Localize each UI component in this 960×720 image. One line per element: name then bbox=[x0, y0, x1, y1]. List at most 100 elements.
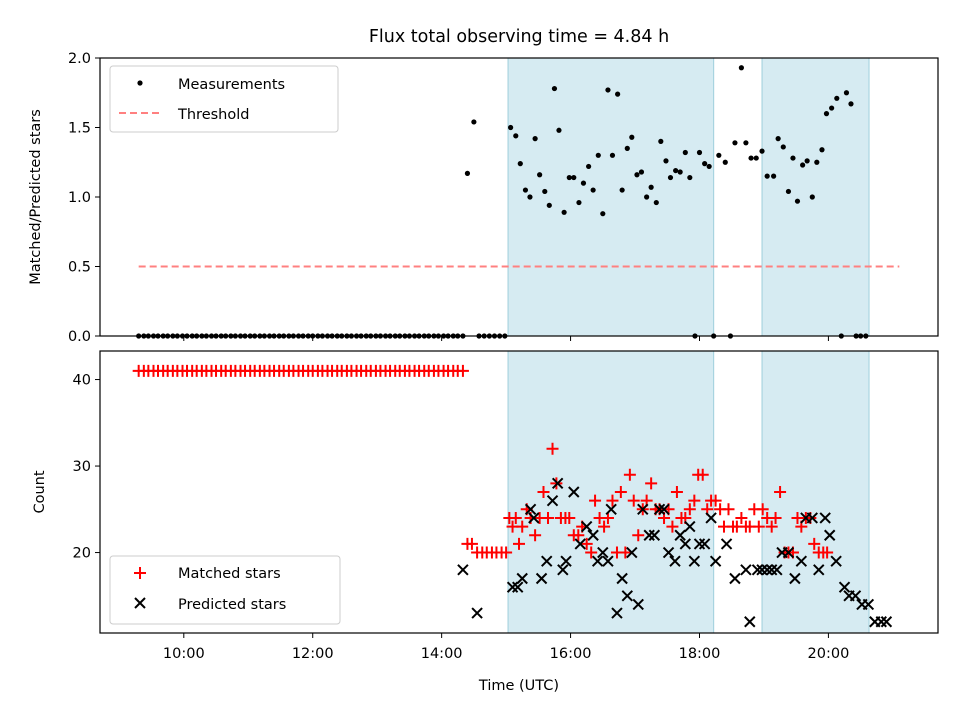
measurements-point bbox=[753, 155, 759, 161]
measurements-point bbox=[634, 172, 640, 178]
measurements-point bbox=[513, 133, 519, 139]
counts-legend-box bbox=[109, 555, 341, 625]
predicted-stars-point bbox=[551, 477, 564, 490]
chart-title: Flux total observing time = 4.84 h bbox=[369, 27, 669, 47]
matched-stars-point bbox=[774, 486, 787, 498]
measurements-point bbox=[785, 188, 792, 195]
predicted-stars-point bbox=[729, 572, 741, 585]
matched-stars-point bbox=[563, 511, 576, 524]
predicted-stars-point bbox=[674, 529, 686, 541]
predicted-stars-point bbox=[688, 555, 701, 567]
predicted-stars-point bbox=[789, 572, 801, 585]
predicted-stars-point bbox=[653, 503, 666, 516]
matched-stars-point bbox=[542, 511, 555, 524]
predicted-stars-point bbox=[557, 564, 569, 576]
measurements-point bbox=[576, 199, 582, 206]
measurements-point bbox=[609, 152, 616, 158]
predicted-stars-point bbox=[795, 555, 808, 567]
measurements-point bbox=[605, 87, 611, 93]
measurements-point bbox=[542, 188, 548, 195]
predicted-stars-point bbox=[602, 555, 614, 567]
predicted-stars-point bbox=[838, 581, 851, 593]
measurements-point bbox=[687, 174, 693, 181]
predicted-stars-point bbox=[782, 546, 795, 559]
predicted-stars-point bbox=[823, 529, 836, 541]
ratio-shaded-interval-1 bbox=[507, 57, 715, 337]
predicted-stars-point bbox=[662, 546, 675, 559]
matched-stars-point bbox=[821, 546, 834, 559]
counts-ytick-label: 40 bbox=[73, 373, 91, 389]
measurements-point bbox=[732, 140, 738, 146]
ratio-legend-box bbox=[109, 65, 339, 133]
matched-stars-point bbox=[598, 520, 611, 533]
predicted-stars-point bbox=[457, 564, 469, 576]
measurements-point bbox=[571, 174, 577, 181]
measurements-point bbox=[532, 136, 538, 142]
counts-panel: 20 30 40 10:00 12:00 14:00 16:00 18:00 20:00 Co… bbox=[32, 350, 939, 694]
predicted-stars-point bbox=[597, 546, 609, 559]
predicted-stars-point bbox=[528, 512, 540, 524]
matched-stars-point bbox=[696, 468, 709, 481]
ratio-ylabel: Matched/Predicted stars bbox=[28, 109, 44, 285]
predicted-stars-point bbox=[806, 512, 819, 524]
ratio-shaded-interval-2 bbox=[761, 57, 870, 337]
matched-stars-point bbox=[580, 537, 593, 550]
counts-legend: Matched stars Predicted stars bbox=[109, 555, 341, 625]
xtick-label: 12:00 bbox=[292, 646, 334, 662]
legend-measurements-label: Measurements bbox=[178, 77, 285, 93]
measurements-point bbox=[771, 173, 777, 179]
measurements-point bbox=[629, 134, 635, 140]
matched-stars-point bbox=[632, 529, 645, 542]
predicted-stars-point bbox=[516, 572, 528, 585]
matched-stars-point bbox=[546, 442, 559, 455]
counts-ytick-label: 20 bbox=[73, 546, 91, 562]
measurements-point bbox=[794, 198, 801, 204]
predicted-stars-point bbox=[679, 538, 692, 550]
measurements-point bbox=[517, 161, 523, 167]
predicted-stars-point bbox=[506, 581, 519, 593]
predicted-stars-point bbox=[560, 555, 572, 567]
matched-stars-point bbox=[645, 477, 658, 490]
predicted-stars-point bbox=[693, 538, 706, 550]
measurements-point bbox=[809, 194, 815, 200]
predicted-stars-point bbox=[512, 581, 524, 593]
predicted-stars-point bbox=[761, 564, 773, 576]
matched-stars-point bbox=[808, 537, 821, 550]
legend-threshold-label: Threshold bbox=[177, 107, 249, 123]
measurements-point bbox=[586, 163, 592, 170]
matched-stars-point bbox=[670, 486, 683, 498]
measurements-point bbox=[667, 174, 674, 181]
measurements-point bbox=[819, 147, 825, 153]
x-axis-label: Time (UTC) bbox=[478, 678, 559, 694]
ratio-ytick-label: 0.5 bbox=[68, 260, 91, 276]
measurements-point bbox=[615, 91, 621, 97]
matched-stars-point bbox=[683, 503, 696, 516]
predicted-stars-point bbox=[771, 564, 783, 576]
predicted-stars-point bbox=[568, 486, 580, 498]
matched-stars-point bbox=[572, 529, 585, 542]
legend-predicted-marker bbox=[134, 597, 146, 609]
measurements-point bbox=[780, 144, 786, 150]
measurements-point bbox=[653, 199, 659, 206]
matched-stars-point bbox=[752, 520, 765, 533]
measurements-point bbox=[551, 85, 558, 92]
measurements-point bbox=[696, 149, 703, 156]
matched-stars-point bbox=[456, 364, 469, 377]
predicted-stars-point bbox=[830, 555, 842, 567]
measurements-point bbox=[702, 161, 708, 167]
ratio-legend: Measurements Threshold bbox=[109, 65, 339, 133]
measurements-point bbox=[624, 145, 630, 151]
measurements-point bbox=[561, 209, 567, 215]
measurements-point bbox=[706, 163, 712, 170]
measurements-point bbox=[644, 194, 650, 200]
matched-stars-point bbox=[735, 511, 748, 524]
matched-stars-point bbox=[601, 511, 614, 524]
measurements-point bbox=[743, 140, 749, 146]
xtick-label: 14:00 bbox=[421, 646, 463, 662]
xtick-label: 16:00 bbox=[550, 646, 592, 662]
measurements-point bbox=[590, 187, 596, 193]
measurements-point bbox=[823, 111, 830, 117]
measurements-point bbox=[638, 169, 645, 175]
measurements-point bbox=[677, 169, 683, 175]
measurements-point bbox=[682, 149, 688, 156]
